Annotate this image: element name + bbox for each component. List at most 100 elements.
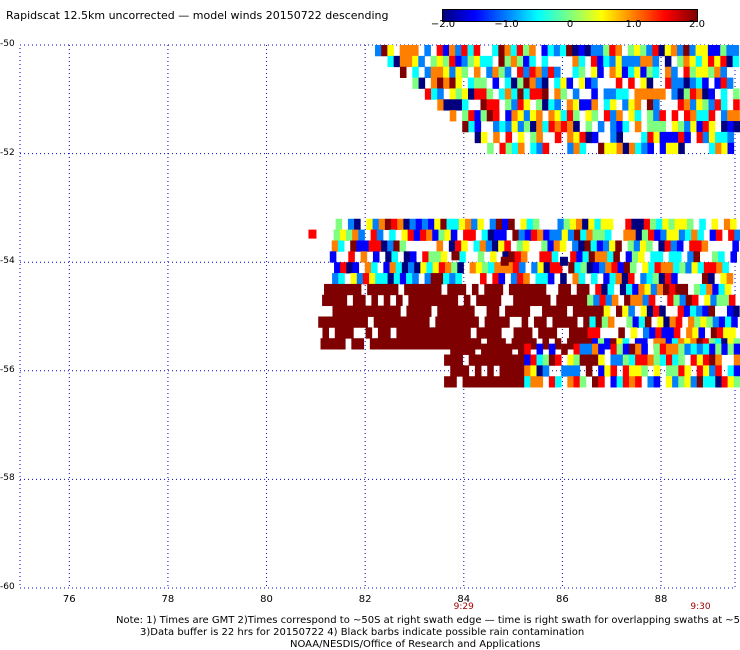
wind-cell xyxy=(430,77,438,89)
wind-cell xyxy=(616,354,624,366)
wind-cell xyxy=(554,110,562,122)
wind-cell xyxy=(530,365,537,377)
wind-cell xyxy=(517,273,524,285)
wind-cell xyxy=(658,273,666,285)
wind-cell xyxy=(628,77,635,89)
wind-cell xyxy=(412,273,419,285)
isolated-wind-cell xyxy=(500,256,509,266)
wind-cell xyxy=(592,262,600,274)
wind-cell xyxy=(372,251,380,263)
wind-cell xyxy=(700,316,707,328)
wind-cell xyxy=(721,142,728,154)
wind-cell xyxy=(634,99,642,111)
wind-cell xyxy=(511,376,519,388)
wind-cell xyxy=(486,99,494,111)
wind-cell xyxy=(560,77,567,89)
wind-cell xyxy=(530,376,537,388)
wind-cell xyxy=(435,316,442,328)
wind-cell xyxy=(430,55,438,68)
wind-cell xyxy=(641,354,648,366)
wind-cell xyxy=(665,343,673,355)
wind-cell xyxy=(354,218,361,231)
wind-cell xyxy=(404,316,412,328)
wind-cell xyxy=(424,66,432,78)
wind-cell xyxy=(439,294,446,307)
wind-cell xyxy=(486,66,493,78)
wind-cell xyxy=(536,131,543,144)
wind-cell xyxy=(590,240,598,252)
wind-cell xyxy=(383,294,391,307)
wind-cell xyxy=(440,218,447,231)
wind-cell xyxy=(707,45,715,57)
wind-cell xyxy=(671,121,679,133)
wind-cell xyxy=(598,365,605,377)
wind-cell xyxy=(413,229,421,241)
wind-cell xyxy=(523,110,531,122)
wind-cell xyxy=(659,121,667,133)
wind-cell xyxy=(381,240,388,252)
wind-cell xyxy=(493,343,500,355)
wind-cell xyxy=(603,273,610,285)
wind-cell xyxy=(644,283,652,296)
wind-cell xyxy=(567,131,574,144)
wind-cell xyxy=(331,240,339,252)
wind-cell xyxy=(561,229,569,241)
wind-cell xyxy=(634,110,642,122)
plot-frame xyxy=(19,44,736,589)
wind-cell xyxy=(580,262,588,274)
wind-cell xyxy=(461,45,468,57)
wind-cell xyxy=(461,88,469,100)
swath-3 xyxy=(444,343,740,388)
wind-cell xyxy=(452,218,460,231)
wind-cell xyxy=(324,316,331,328)
wind-cell xyxy=(512,262,520,274)
wind-cell xyxy=(410,316,418,328)
wind-cell xyxy=(709,365,716,377)
wind-cell xyxy=(504,77,512,89)
wind-cell xyxy=(733,343,740,355)
wind-cell xyxy=(578,77,586,89)
wind-cell xyxy=(656,283,664,296)
wind-cell xyxy=(610,343,618,355)
wind-cell xyxy=(678,142,685,154)
wind-cell xyxy=(346,262,353,274)
wind-cell xyxy=(649,218,657,231)
wind-cell xyxy=(469,229,476,241)
wind-cell xyxy=(490,251,497,263)
wind-cell xyxy=(626,283,633,296)
wind-cell xyxy=(675,283,682,296)
wind-cell xyxy=(510,55,518,68)
wind-cell xyxy=(665,77,672,89)
wind-cell xyxy=(461,99,469,111)
wind-cell xyxy=(665,354,673,366)
wind-cell xyxy=(690,121,697,133)
wind-cell xyxy=(517,99,525,111)
wind-cell xyxy=(554,131,562,144)
wind-cell xyxy=(335,218,343,231)
wind-cell xyxy=(664,55,672,68)
wind-cell xyxy=(455,88,463,100)
wind-cell xyxy=(537,262,545,274)
wind-cell xyxy=(584,77,592,89)
wind-cell xyxy=(714,77,721,89)
colorbar-tick-label: 1.0 xyxy=(625,19,642,30)
wind-cell xyxy=(496,283,504,296)
wind-cell xyxy=(669,283,676,296)
wind-cell xyxy=(708,99,716,111)
wind-cell xyxy=(548,305,555,317)
wind-cell xyxy=(646,305,654,317)
wind-cell xyxy=(493,229,501,241)
wind-cell xyxy=(726,305,734,317)
wind-cell xyxy=(572,240,579,252)
wind-cell xyxy=(504,240,511,252)
wind-cell xyxy=(585,365,593,377)
wind-cell xyxy=(696,376,704,388)
wind-cell xyxy=(554,99,561,111)
wind-cell xyxy=(518,376,525,388)
wind-cell xyxy=(377,327,385,339)
wind-cell xyxy=(615,273,623,285)
wind-cell xyxy=(627,273,635,285)
wind-cell xyxy=(408,294,415,307)
wind-cell xyxy=(479,240,487,252)
wind-cell xyxy=(653,354,661,366)
